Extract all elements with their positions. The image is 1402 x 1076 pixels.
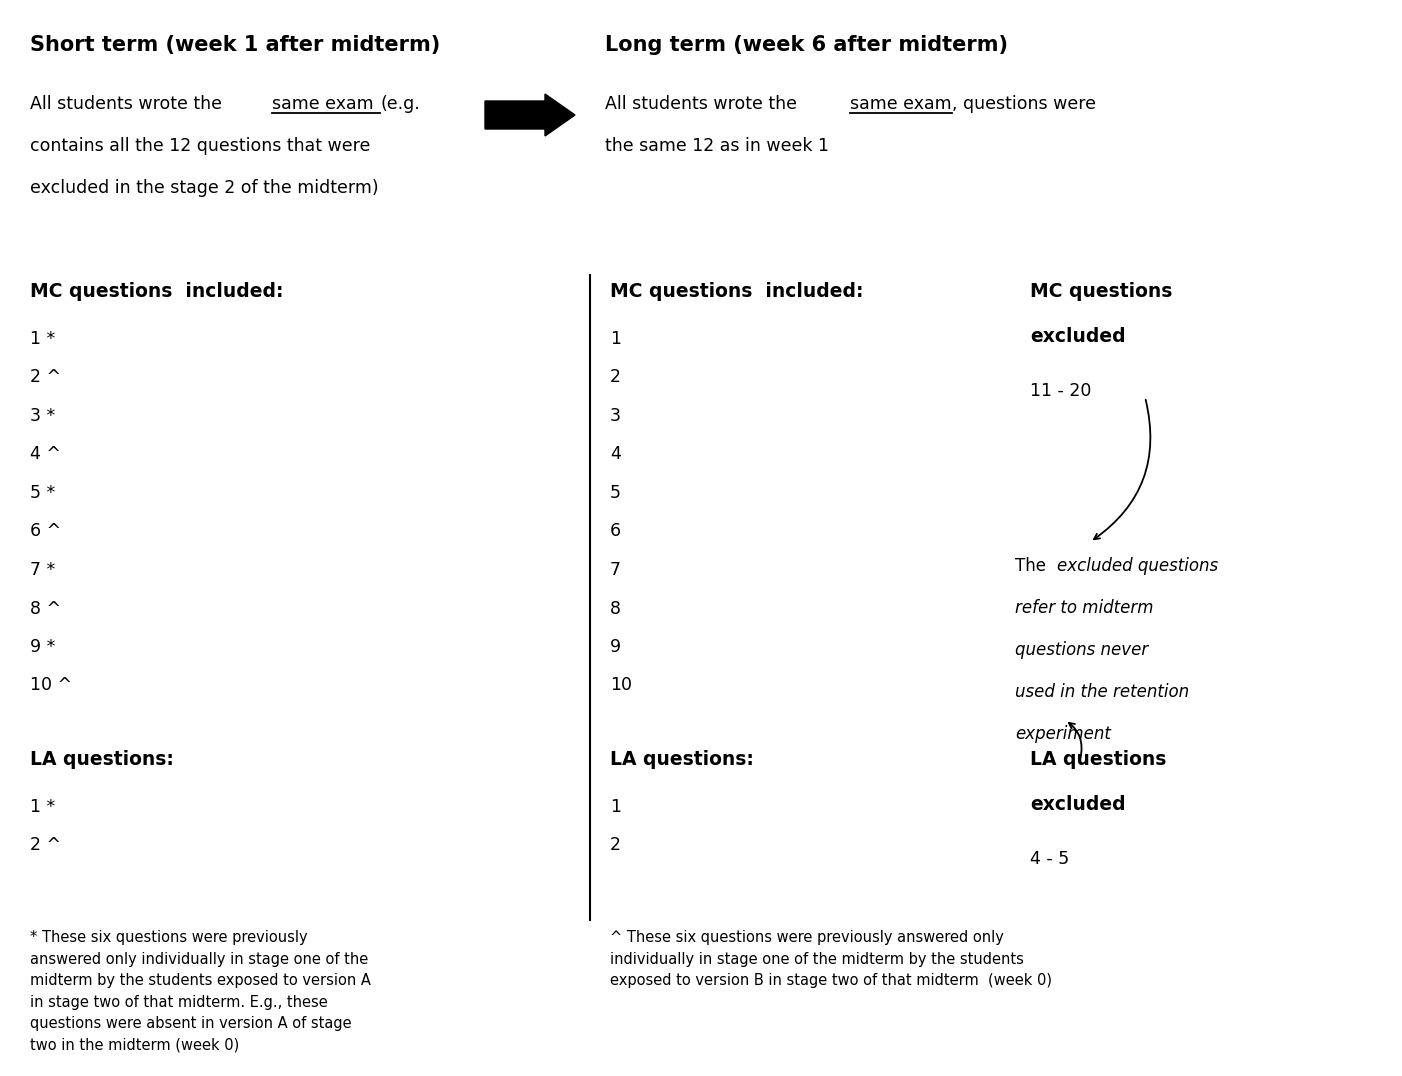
Text: All students wrote the: All students wrote the [606,95,802,113]
Text: 6: 6 [610,523,621,540]
Text: 8: 8 [610,599,621,618]
Text: Long term (week 6 after midterm): Long term (week 6 after midterm) [606,36,1008,55]
Text: All students wrote the: All students wrote the [29,95,227,113]
Text: LA questions: LA questions [1030,750,1166,769]
Text: excluded: excluded [1030,795,1126,815]
FancyArrow shape [485,94,575,136]
Text: 4 - 5: 4 - 5 [1030,850,1070,868]
Text: 2 ^: 2 ^ [29,368,62,386]
Text: 9 *: 9 * [29,638,55,656]
Text: questions never: questions never [1015,641,1148,659]
Text: same exam: same exam [272,95,379,113]
Text: 5 *: 5 * [29,484,55,502]
Text: 5: 5 [610,484,621,502]
Text: (e.g.: (e.g. [380,95,419,113]
Text: 9: 9 [610,638,621,656]
Text: contains all the 12 questions that were: contains all the 12 questions that were [29,137,370,155]
Text: 6 ^: 6 ^ [29,523,62,540]
Text: 3: 3 [610,407,621,425]
Text: 1 *: 1 * [29,798,55,816]
Text: 2 ^: 2 ^ [29,836,62,854]
Text: 10 ^: 10 ^ [29,677,72,694]
Text: 1: 1 [610,330,621,348]
Text: used in the retention: used in the retention [1015,683,1189,700]
Text: the same 12 as in week 1: the same 12 as in week 1 [606,137,829,155]
Text: same exam: same exam [850,95,952,113]
Text: 1 *: 1 * [29,330,55,348]
Text: 3 *: 3 * [29,407,55,425]
Text: LA questions:: LA questions: [29,750,174,769]
Text: * These six questions were previously
answered only individually in stage one of: * These six questions were previously an… [29,930,372,1053]
Text: 11 - 20: 11 - 20 [1030,382,1091,400]
Text: LA questions:: LA questions: [610,750,754,769]
Text: 2: 2 [610,368,621,386]
Text: 7: 7 [610,561,621,579]
Text: 10: 10 [610,677,632,694]
Text: ^ These six questions were previously answered only
individually in stage one of: ^ These six questions were previously an… [610,930,1052,988]
Text: experiment: experiment [1015,725,1110,744]
Text: MC questions  included:: MC questions included: [610,282,864,301]
Text: , questions were: , questions were [952,95,1096,113]
Text: 2: 2 [610,836,621,854]
Text: 4 ^: 4 ^ [29,445,60,464]
Text: 4: 4 [610,445,621,464]
Text: excluded questions: excluded questions [1057,557,1218,575]
Text: excluded: excluded [1030,327,1126,346]
Text: The: The [1015,557,1052,575]
Text: 7 *: 7 * [29,561,55,579]
Text: excluded in the stage 2 of the midterm): excluded in the stage 2 of the midterm) [29,179,379,197]
Text: 8 ^: 8 ^ [29,599,62,618]
Text: MC questions  included:: MC questions included: [29,282,283,301]
Text: MC questions: MC questions [1030,282,1172,301]
Text: 1: 1 [610,798,621,816]
Text: Short term (week 1 after midterm): Short term (week 1 after midterm) [29,36,440,55]
Text: refer to midterm: refer to midterm [1015,599,1154,617]
